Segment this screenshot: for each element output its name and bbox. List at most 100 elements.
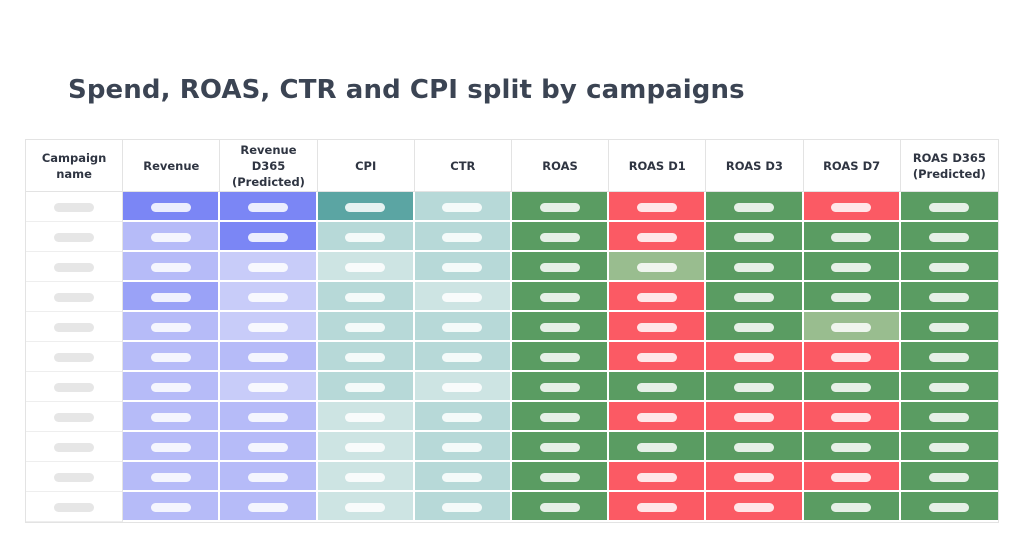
heat-cell-cpi[interactable] bbox=[317, 312, 415, 342]
heat-cell-revenue[interactable] bbox=[123, 372, 221, 402]
heat-cell-revenue[interactable] bbox=[123, 252, 221, 282]
heat-cell-roas[interactable] bbox=[511, 342, 610, 372]
heat-cell-roas-d1[interactable] bbox=[609, 252, 707, 282]
table-row[interactable] bbox=[26, 192, 998, 222]
heat-cell-cpi[interactable] bbox=[317, 222, 415, 252]
heat-cell-roas-d3[interactable] bbox=[706, 252, 804, 282]
heat-cell-roas-d365-predicted[interactable] bbox=[900, 252, 998, 282]
heat-cell-ctr[interactable] bbox=[414, 492, 512, 522]
heat-cell-cpi[interactable] bbox=[317, 282, 415, 312]
heat-cell-revenue[interactable] bbox=[123, 402, 221, 432]
column-header-ctr[interactable]: CTR bbox=[414, 140, 512, 192]
heat-cell-roas-d3[interactable] bbox=[706, 462, 804, 492]
column-header-roas-d3[interactable]: ROAS D3 bbox=[706, 140, 804, 192]
heat-cell-roas-d1[interactable] bbox=[609, 372, 707, 402]
table-row[interactable] bbox=[26, 402, 998, 432]
heat-cell-revenue-d365-predicted[interactable] bbox=[220, 222, 318, 252]
heat-cell-roas-d1[interactable] bbox=[609, 432, 707, 462]
table-row[interactable] bbox=[26, 492, 998, 522]
campaign-name-cell[interactable] bbox=[26, 432, 124, 462]
heat-cell-roas[interactable] bbox=[511, 462, 610, 492]
heat-cell-roas[interactable] bbox=[511, 402, 610, 432]
heat-cell-roas-d365-predicted[interactable] bbox=[900, 342, 998, 372]
heat-cell-roas-d365-predicted[interactable] bbox=[900, 282, 998, 312]
heat-cell-cpi[interactable] bbox=[317, 402, 415, 432]
table-row[interactable] bbox=[26, 282, 998, 312]
heat-cell-roas-d365-predicted[interactable] bbox=[900, 222, 998, 252]
heat-cell-revenue-d365-predicted[interactable] bbox=[220, 312, 318, 342]
campaign-name-cell[interactable] bbox=[26, 402, 124, 432]
campaign-name-cell[interactable] bbox=[26, 342, 124, 372]
heat-cell-roas-d365-predicted[interactable] bbox=[900, 372, 998, 402]
heat-cell-roas-d3[interactable] bbox=[706, 402, 804, 432]
heat-cell-roas-d365-predicted[interactable] bbox=[900, 192, 998, 222]
column-header-roas-d7[interactable]: ROAS D7 bbox=[803, 140, 901, 192]
table-row[interactable] bbox=[26, 462, 998, 492]
heat-cell-revenue-d365-predicted[interactable] bbox=[220, 372, 318, 402]
heat-cell-roas-d7[interactable] bbox=[803, 462, 901, 492]
heat-cell-cpi[interactable] bbox=[317, 252, 415, 282]
table-row[interactable] bbox=[26, 252, 998, 282]
campaign-name-cell[interactable] bbox=[26, 462, 124, 492]
heat-cell-cpi[interactable] bbox=[317, 462, 415, 492]
heat-cell-roas-d3[interactable] bbox=[706, 432, 804, 462]
heat-cell-roas-d365-predicted[interactable] bbox=[900, 312, 998, 342]
heat-cell-roas[interactable] bbox=[511, 252, 610, 282]
heat-cell-roas-d1[interactable] bbox=[609, 192, 707, 222]
heat-cell-ctr[interactable] bbox=[414, 342, 512, 372]
heat-cell-roas-d365-predicted[interactable] bbox=[900, 492, 998, 522]
heat-cell-revenue[interactable] bbox=[123, 192, 221, 222]
heat-cell-roas-d365-predicted[interactable] bbox=[900, 402, 998, 432]
heat-cell-cpi[interactable] bbox=[317, 372, 415, 402]
heat-cell-revenue[interactable] bbox=[123, 282, 221, 312]
heat-cell-roas[interactable] bbox=[511, 432, 610, 462]
heat-cell-ctr[interactable] bbox=[414, 192, 512, 222]
heat-cell-roas-d3[interactable] bbox=[706, 222, 804, 252]
heat-cell-roas[interactable] bbox=[511, 372, 610, 402]
heat-cell-roas-d1[interactable] bbox=[609, 492, 707, 522]
heat-cell-cpi[interactable] bbox=[317, 342, 415, 372]
heat-cell-revenue[interactable] bbox=[123, 312, 221, 342]
table-row[interactable] bbox=[26, 372, 998, 402]
heat-cell-roas-d7[interactable] bbox=[803, 372, 901, 402]
table-row[interactable] bbox=[26, 312, 998, 342]
campaign-name-cell[interactable] bbox=[26, 492, 124, 522]
heat-cell-roas[interactable] bbox=[511, 282, 610, 312]
heat-cell-cpi[interactable] bbox=[317, 492, 415, 522]
heat-cell-revenue-d365-predicted[interactable] bbox=[220, 492, 318, 522]
heat-cell-roas-d3[interactable] bbox=[706, 192, 804, 222]
campaign-name-cell[interactable] bbox=[26, 222, 124, 252]
heat-cell-roas-d1[interactable] bbox=[609, 312, 707, 342]
heat-cell-roas[interactable] bbox=[511, 312, 610, 342]
campaign-name-cell[interactable] bbox=[26, 372, 124, 402]
heat-cell-roas-d7[interactable] bbox=[803, 252, 901, 282]
heat-cell-revenue[interactable] bbox=[123, 222, 221, 252]
heat-cell-ctr[interactable] bbox=[414, 312, 512, 342]
column-header-revenue[interactable]: Revenue bbox=[123, 140, 221, 192]
table-row[interactable] bbox=[26, 342, 998, 372]
heat-cell-ctr[interactable] bbox=[414, 432, 512, 462]
heat-cell-revenue[interactable] bbox=[123, 462, 221, 492]
heat-cell-revenue[interactable] bbox=[123, 492, 221, 522]
heat-cell-roas-d365-predicted[interactable] bbox=[900, 462, 998, 492]
column-header-campaign-name[interactable]: Campaign name bbox=[26, 140, 124, 192]
column-header-revenue-d365-predicted[interactable]: Revenue D365 (Predicted) bbox=[220, 140, 318, 192]
campaign-name-cell[interactable] bbox=[26, 252, 124, 282]
heat-cell-roas-d7[interactable] bbox=[803, 402, 901, 432]
heat-cell-ctr[interactable] bbox=[414, 222, 512, 252]
heat-cell-roas-d7[interactable] bbox=[803, 492, 901, 522]
campaign-name-cell[interactable] bbox=[26, 282, 124, 312]
heat-cell-roas-d1[interactable] bbox=[609, 282, 707, 312]
heat-cell-ctr[interactable] bbox=[414, 282, 512, 312]
heat-cell-revenue-d365-predicted[interactable] bbox=[220, 402, 318, 432]
heat-cell-ctr[interactable] bbox=[414, 372, 512, 402]
heat-cell-roas-d1[interactable] bbox=[609, 342, 707, 372]
heat-cell-revenue-d365-predicted[interactable] bbox=[220, 282, 318, 312]
heat-cell-roas-d7[interactable] bbox=[803, 432, 901, 462]
heat-cell-roas-d3[interactable] bbox=[706, 342, 804, 372]
heat-cell-roas-d7[interactable] bbox=[803, 312, 901, 342]
heat-cell-ctr[interactable] bbox=[414, 462, 512, 492]
heat-cell-revenue-d365-predicted[interactable] bbox=[220, 432, 318, 462]
heat-cell-roas-d7[interactable] bbox=[803, 222, 901, 252]
heat-cell-revenue-d365-predicted[interactable] bbox=[220, 252, 318, 282]
